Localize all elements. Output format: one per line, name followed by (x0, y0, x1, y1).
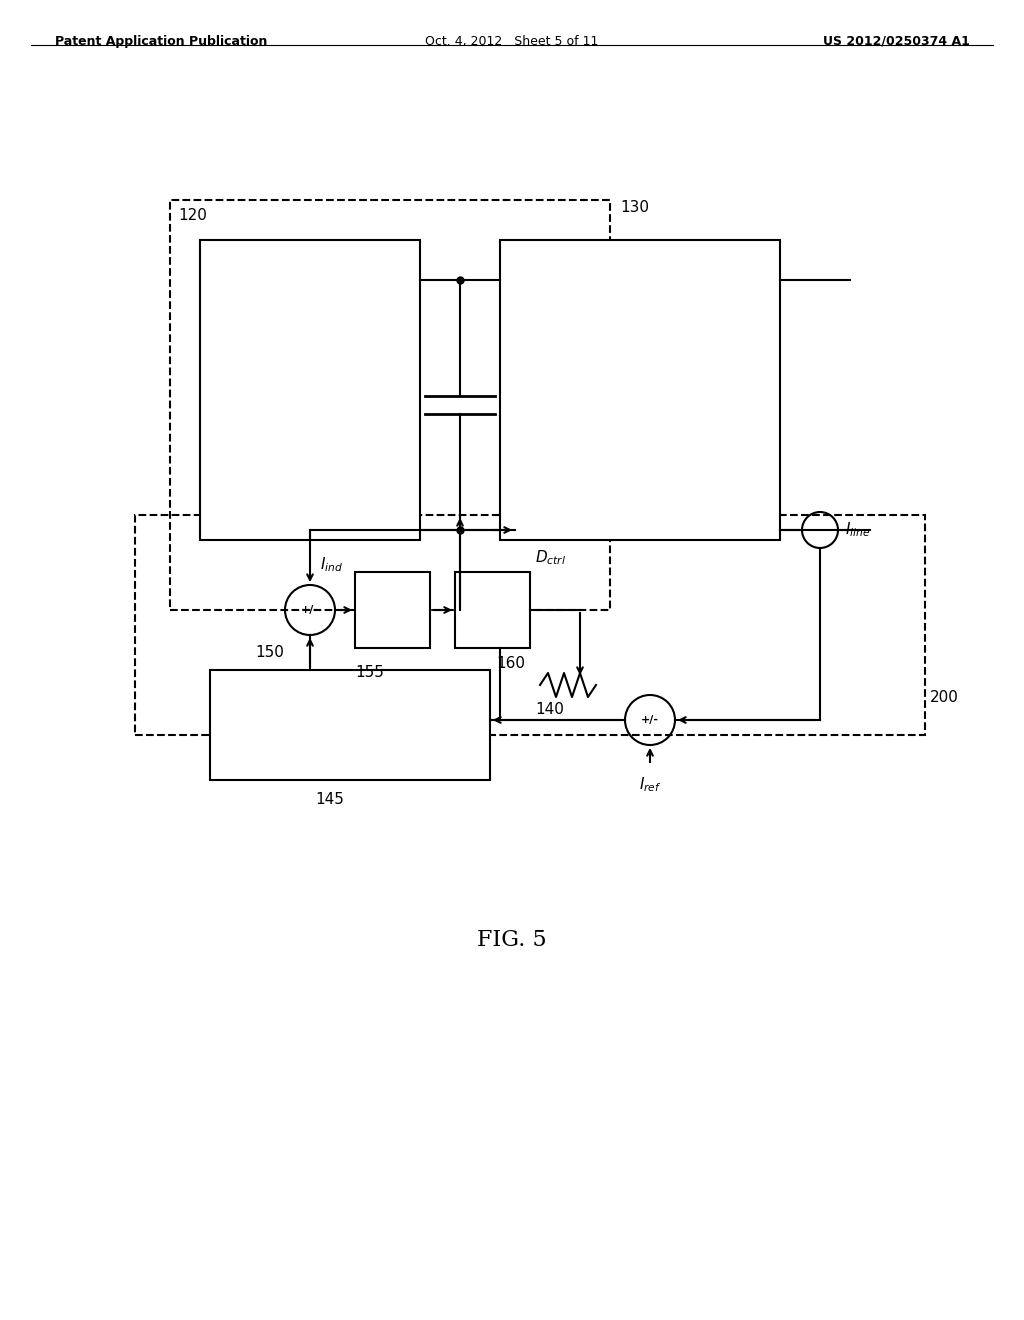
Bar (355, 572, 430, 648)
Bar (210, 671, 490, 780)
Text: +/-: +/- (301, 605, 319, 615)
Text: US 2012/0250374 A1: US 2012/0250374 A1 (823, 36, 970, 48)
Text: 200: 200 (930, 690, 958, 705)
Text: +/-: +/- (641, 715, 659, 725)
Text: 160: 160 (496, 656, 525, 671)
Text: $I_{ind}$: $I_{ind}$ (319, 556, 343, 574)
Text: Patent Application Publication: Patent Application Publication (55, 36, 267, 48)
Text: $D_{ctrl}$: $D_{ctrl}$ (535, 548, 566, 568)
Text: Oct. 4, 2012   Sheet 5 of 11: Oct. 4, 2012 Sheet 5 of 11 (425, 36, 599, 48)
Text: 140: 140 (536, 702, 564, 717)
Text: $I_{line}$: $I_{line}$ (845, 520, 870, 540)
Bar (200, 240, 420, 540)
Text: 150: 150 (255, 645, 284, 660)
Bar (500, 240, 780, 540)
Text: 155: 155 (355, 665, 384, 680)
Text: 120: 120 (178, 209, 207, 223)
Bar (455, 572, 530, 648)
Text: 130: 130 (620, 201, 649, 215)
Text: $I_{ref}$: $I_{ref}$ (639, 775, 662, 793)
Text: 145: 145 (315, 792, 344, 807)
Text: FIG. 5: FIG. 5 (477, 929, 547, 950)
